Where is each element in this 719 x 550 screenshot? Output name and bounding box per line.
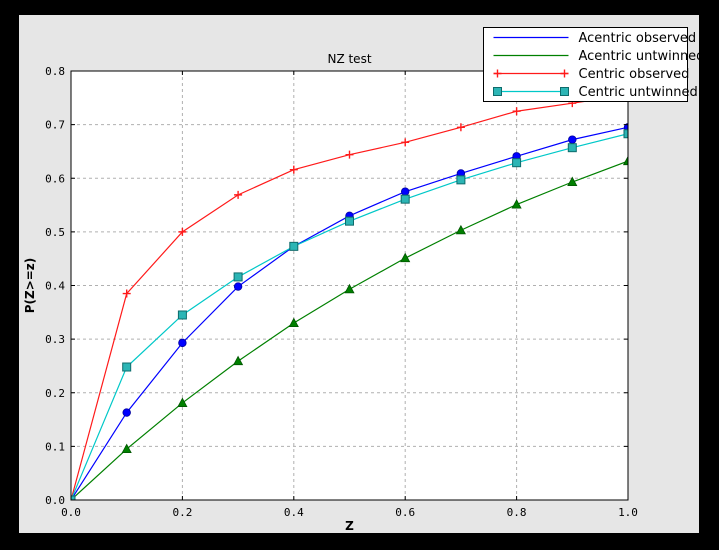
legend-box [483,27,688,102]
data-point-acentric-observed [122,408,131,417]
data-point-centric-observed [512,107,521,116]
data-point-acentric-untwinned [177,397,188,407]
data-point-centric-untwinned [177,310,187,320]
data-point-centric-observed [234,190,243,199]
data-point-centric-observed [401,138,410,147]
data-point-centric-untwinned [456,175,466,185]
data-point-centric-untwinned [71,495,76,500]
data-point-centric-untwinned [345,216,354,226]
x-tick-label: 0.4 [284,506,304,519]
x-tick-label: 0.6 [395,506,415,519]
grid [71,71,628,500]
y-axis-label: P(Z>=z) [23,258,37,314]
data-point-centric-untwinned [623,129,628,139]
data-point-centric-untwinned [289,241,299,251]
data-point-acentric-untwinned [511,199,522,209]
y-tick-label: 0.8 [45,65,65,78]
legend-sample-marker [493,69,502,78]
y-tick-label: 0.2 [45,387,65,400]
y-tick-label: 0.1 [45,440,65,453]
y-tick-label: 0.3 [45,333,65,346]
legend-sample-marker [493,87,502,96]
data-point-acentric-observed [178,338,187,348]
y-tick-label: 0.4 [45,280,65,293]
data-point-acentric-observed [401,187,410,196]
legend: Acentric observed Acentric untwinned Centr… [483,27,705,102]
data-point-acentric-untwinned [400,252,411,263]
series-centric-untwinned [71,129,628,500]
legend-item-acentric-untwinned: Acentric untwinned [493,49,705,64]
data-point-acentric-untwinned [288,317,299,328]
data-point-centric-untwinned [512,158,522,168]
data-point-centric-untwinned [567,143,577,153]
chart-title: NZ test [327,52,371,66]
y-tick-label: 0.5 [45,226,65,239]
data-point-acentric-untwinned [455,224,466,235]
legend-item-centric-untwinned: Centric untwinned [493,85,698,100]
data-point-acentric-untwinned [233,355,244,366]
legend-item-label: Acentric untwinned [579,49,705,64]
data-point-acentric-untwinned [622,155,628,166]
data-point-acentric-observed [233,282,243,291]
data-point-acentric-untwinned [344,283,355,294]
data-point-acentric-observed [568,135,577,144]
data-point-centric-observed [345,150,354,159]
x-axis-label: Z [345,519,354,533]
legend-item-centric-observed: Centric observed [493,67,690,82]
x-tick-label: 0.8 [507,506,527,519]
legend-item-label: Acentric observed [579,31,697,46]
data-point-centric-observed [289,165,298,174]
data-point-acentric-observed [623,123,628,132]
data-point-centric-observed [122,289,131,298]
x-tick-label: 0.0 [61,506,81,519]
y-tick-label: 0.7 [45,119,65,132]
data-point-centric-untwinned [233,272,243,282]
legend-sample-marker [560,87,569,96]
data-point-centric-observed [456,123,465,132]
legend-item-label: Centric observed [579,67,690,82]
data-point-centric-observed [178,227,187,236]
data-point-centric-untwinned [400,194,410,204]
legend-sample-marker [560,69,569,78]
x-tick-label: 0.2 [172,506,192,519]
y-tick-label: 0.6 [45,172,65,185]
series-acentric-untwinned [71,155,628,500]
data-point-acentric-untwinned [121,443,132,454]
legend-item-label: Centric untwinned [579,85,698,100]
y-tick-label: 0.0 [45,494,65,507]
data-point-acentric-untwinned [567,176,578,187]
data-point-centric-untwinned [122,362,132,372]
legend-item-acentric-observed: Acentric observed [493,31,697,46]
x-tick-label: 1.0 [618,506,638,519]
